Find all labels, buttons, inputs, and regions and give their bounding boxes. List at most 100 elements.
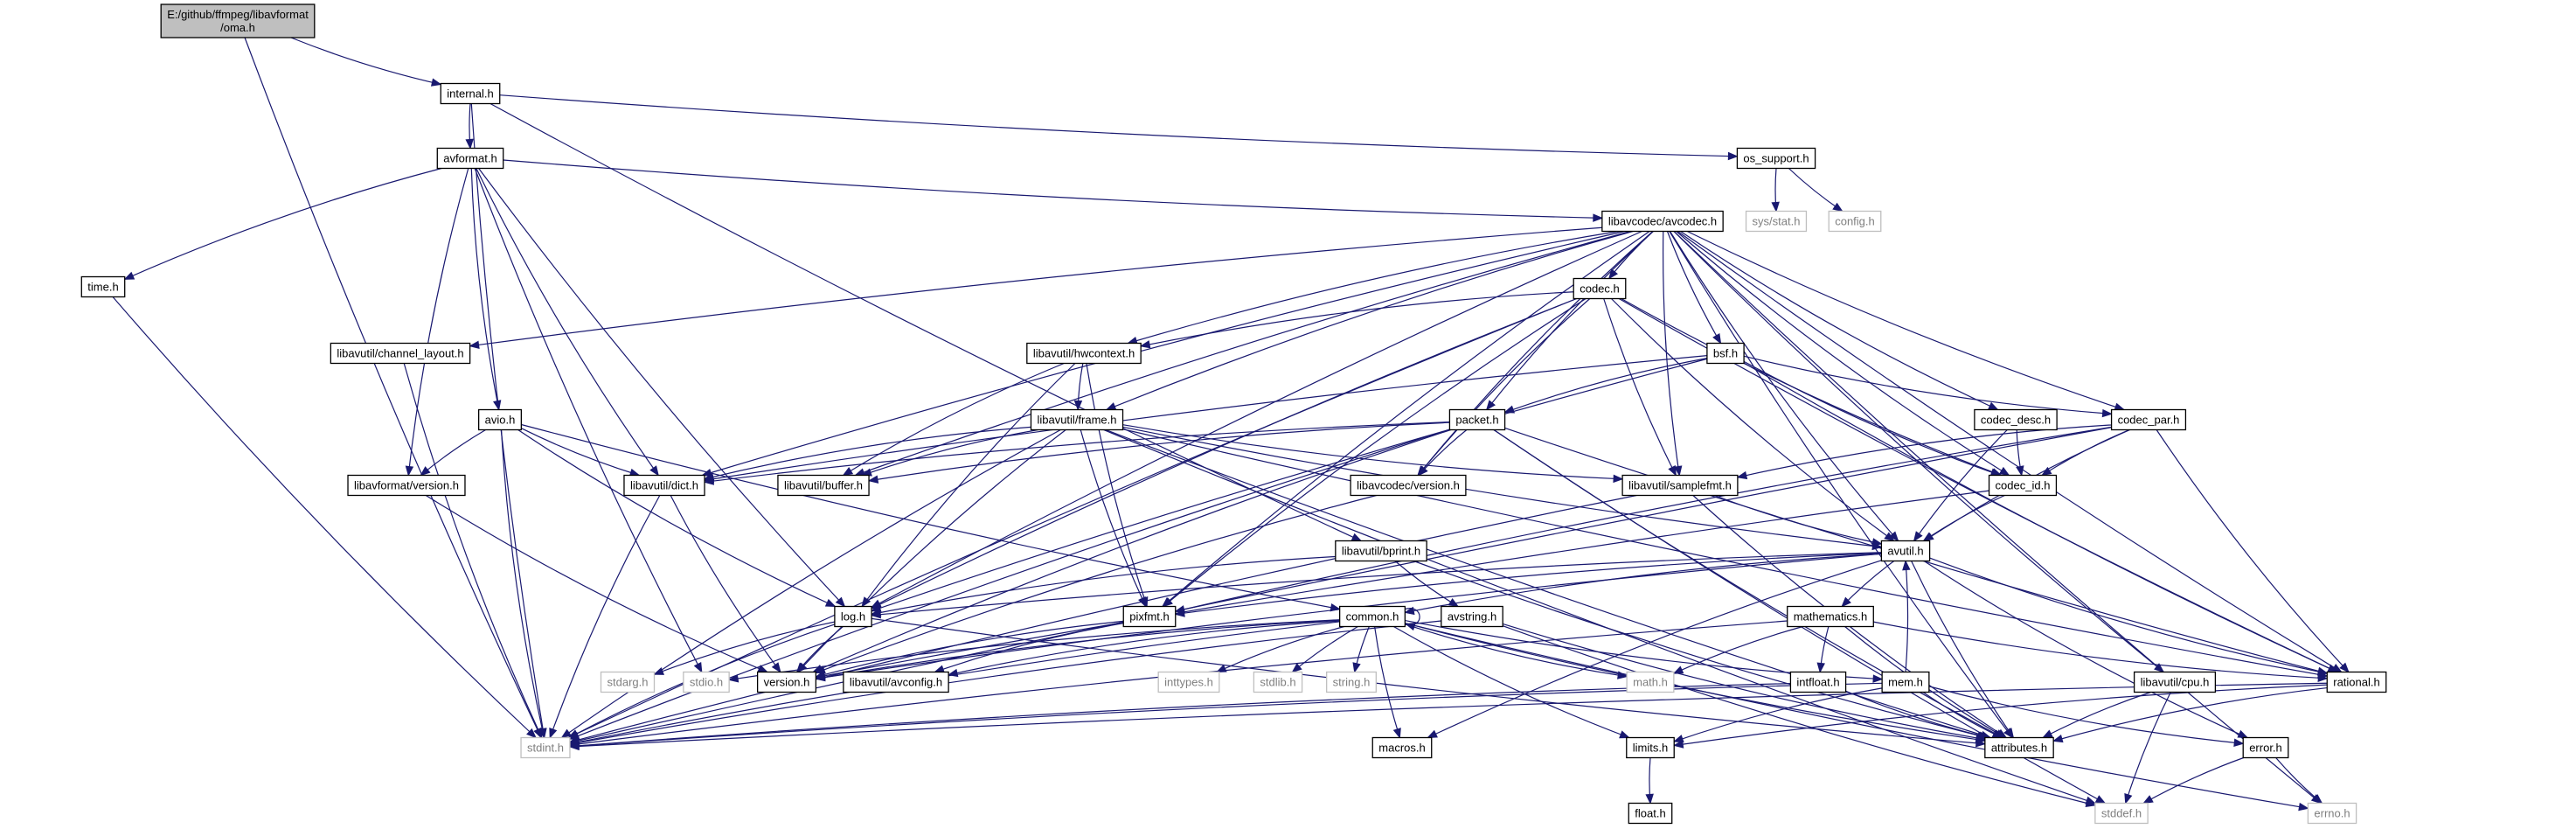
node-packet[interactable]: packet.h <box>1448 408 1506 431</box>
node-box <box>520 736 571 759</box>
edge-arrowhead <box>2142 795 2154 805</box>
node-box <box>1157 671 1220 693</box>
edge-arrowhead <box>2016 465 2024 477</box>
node-float[interactable]: float.h <box>1628 802 1673 825</box>
node-cpu[interactable]: libavutil/cpu.h <box>2133 671 2217 693</box>
node-codec[interactable]: codec.h <box>1573 277 1627 300</box>
edge-codec-id-to-version <box>815 490 1989 680</box>
node-label: mathematics.h <box>1794 610 1868 623</box>
node-avio[interactable]: avio.h <box>477 408 523 431</box>
edge-arrowhead <box>469 340 480 349</box>
node-label: avio.h <box>485 414 516 427</box>
node-dict[interactable]: libavutil/dict.h <box>623 474 705 497</box>
edge-avio-to-lavf-version <box>420 428 486 477</box>
node-lavc-version[interactable]: libavcodec/version.h <box>1350 474 1467 497</box>
node-avutil[interactable]: avutil.h <box>1880 540 1931 562</box>
edge-log-to-stdarg <box>653 621 836 675</box>
node-bsf[interactable]: bsf.h <box>1706 342 1745 365</box>
node-channel-layout[interactable]: libavutil/channel_layout.h <box>330 342 471 365</box>
edge-arrowhead <box>526 728 537 739</box>
node-label: libavutil/channel_layout.h <box>337 347 463 360</box>
node-box <box>2094 802 2149 825</box>
edge-arrowhead <box>867 475 879 484</box>
node-box <box>1448 408 1506 431</box>
edge-lavc-version-to-version <box>815 494 1377 674</box>
node-box <box>330 342 471 365</box>
node-os-support[interactable]: os_support.h <box>1736 147 1816 170</box>
edge-avformat-to-stdio <box>474 168 703 673</box>
edge-arrowhead <box>1613 474 1624 484</box>
edge-avformat-to-avcodec <box>503 159 1604 222</box>
node-frame[interactable]: libavutil/frame.h <box>1030 408 1124 431</box>
edge-arrowhead <box>653 666 664 675</box>
node-box <box>843 671 949 693</box>
node-avconfig[interactable]: libavutil/avconfig.h <box>843 671 949 693</box>
node-codec-id[interactable]: codec_id.h <box>1988 474 2058 497</box>
node-mem[interactable]: mem.h <box>1881 671 1930 693</box>
node-buffer[interactable]: libavutil/buffer.h <box>777 474 870 497</box>
node-time[interactable]: time.h <box>80 275 126 298</box>
edge-hwcontext-to-buffer <box>842 362 1065 477</box>
node-version[interactable]: version.h <box>756 671 817 693</box>
edge-time-to-stdint <box>112 296 537 739</box>
node-log[interactable]: log.h <box>834 605 872 628</box>
node-rational[interactable]: rational.h <box>2326 671 2387 693</box>
node-codec-par[interactable]: codec_par.h <box>2110 408 2187 431</box>
edge-arrowhead <box>2040 466 2052 477</box>
edge-arrowhead <box>1448 598 1460 608</box>
edge-arrowhead <box>1712 333 1722 345</box>
node-box <box>477 408 523 431</box>
node-box <box>1974 408 2058 431</box>
node-pixfmt[interactable]: pixfmt.h <box>1122 605 1177 628</box>
edge-avformat-to-avio <box>470 168 502 411</box>
edge-arrowhead <box>1352 662 1361 673</box>
node-box <box>1626 671 1675 693</box>
node-internal[interactable]: internal.h <box>440 82 501 105</box>
node-config: config.h <box>1828 210 1882 233</box>
node-bprint[interactable]: libavutil/bprint.h <box>1335 540 1427 562</box>
edge-arrowhead <box>1988 401 1999 411</box>
node-label: macros.h <box>1378 742 1425 755</box>
edge-error-to-errno <box>2275 757 2323 805</box>
edge-arrowhead <box>2004 728 2015 739</box>
edge-codec-to-avutil <box>1610 298 1895 542</box>
node-oma[interactable]: E:/github/ffmpeg/libavformat/oma.h <box>160 3 316 38</box>
node-error[interactable]: error.h <box>2242 736 2289 759</box>
node-box <box>1601 210 1724 233</box>
edge-arrowhead <box>1736 470 1748 480</box>
node-avcodec[interactable]: libavcodec/avcodec.h <box>1601 210 1724 233</box>
node-label: codec.h <box>1580 282 1620 296</box>
node-samplefmt[interactable]: libavutil/samplefmt.h <box>1621 474 1739 497</box>
edge-avutil-to-log <box>870 552 1882 619</box>
node-mathematics[interactable]: mathematics.h <box>1787 605 1874 628</box>
node-common[interactable]: common.h <box>1338 605 1406 628</box>
node-attributes[interactable]: attributes.h <box>1984 736 2054 759</box>
node-label: float.h <box>1635 807 1665 820</box>
node-label: avstring.h <box>1448 610 1496 623</box>
edge-avio-to-dict <box>521 428 641 477</box>
node-label: packet.h <box>1455 414 1498 427</box>
edge-codec-par-to-samplefmt <box>1736 424 2112 480</box>
edge-codec-to-samplefmt <box>1603 298 1677 477</box>
node-codec-desc[interactable]: codec_desc.h <box>1974 408 2058 431</box>
node-lavf-version[interactable]: libavformat/version.h <box>347 474 466 497</box>
edge-arrowhead <box>568 742 580 751</box>
edge-avutil-to-macros <box>1427 560 1882 739</box>
node-hwcontext[interactable]: libavutil/hwcontext.h <box>1026 342 1142 365</box>
edge-avformat-to-lavf-version <box>405 168 469 477</box>
edge-arrowhead <box>1922 532 1934 542</box>
node-avstring[interactable]: avstring.h <box>1441 605 1503 628</box>
node-avformat[interactable]: avformat.h <box>436 147 504 170</box>
edge-arrowhead <box>538 728 546 739</box>
edge-avcodec-to-samplefmt <box>1663 231 1683 477</box>
node-label: codec_par.h <box>2118 414 2180 427</box>
node-string: string.h <box>1326 671 1377 693</box>
edge-arrowhead <box>1672 735 1684 743</box>
node-label: stddef.h <box>2101 807 2142 820</box>
node-intfloat[interactable]: intfloat.h <box>1789 671 1847 693</box>
node-macros[interactable]: macros.h <box>1371 736 1433 759</box>
node-limits[interactable]: limits.h <box>1626 736 1675 759</box>
edge-codec-id-to-avutil <box>1922 494 2005 542</box>
node-box <box>1030 408 1124 431</box>
